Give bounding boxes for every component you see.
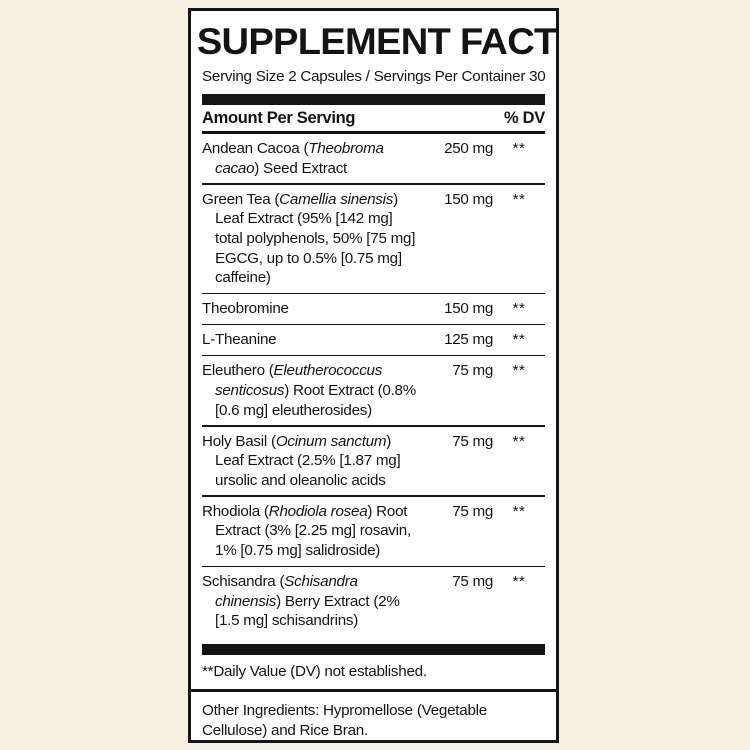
ingredient-amount: 250 mg <box>444 140 493 158</box>
amount-per-serving-label: Amount Per Serving <box>202 109 356 128</box>
ingredient-amount: 150 mg <box>444 300 493 318</box>
daily-value-footnote: **Daily Value (DV) not established. <box>202 662 427 680</box>
supplement-facts-panel: SUPPLEMENT FACTS Serving Size 2 Capsules… <box>188 8 559 743</box>
row-divider <box>202 565 545 567</box>
row-divider <box>202 354 545 357</box>
heavy-divider-bottom <box>202 643 545 655</box>
ingredient-row: Rhodiola (Rhodiola rosea) Root Extract (… <box>202 497 545 566</box>
ingredient-daily-value: ** <box>512 432 526 450</box>
ingredient-name: L-Theanine <box>202 331 277 349</box>
ingredient-row: Andean Cacoa (Theobroma cacao) Seed Extr… <box>202 134 545 183</box>
other-ingredients-text: Other Ingredients: Hypromellose (Vegetab… <box>202 701 487 739</box>
ingredient-daily-value: ** <box>512 502 526 520</box>
ingredient-amount: 75 mg <box>452 362 493 380</box>
row-divider <box>202 323 545 326</box>
ingredient-row: Eleuthero (Eleutherococcus senticosus) R… <box>202 356 545 425</box>
ingredient-row: Holy Basil (Ocinum sanctum) Leaf Extract… <box>202 427 545 496</box>
ingredient-name: Theobromine <box>202 300 289 318</box>
ingredient-row: Theobromine 150 mg ** <box>202 294 545 324</box>
ingredient-daily-value: ** <box>512 190 526 208</box>
amount-per-serving-header: Amount Per Serving % DV <box>202 105 545 131</box>
ingredient-name: Rhodiola (Rhodiola rosea) Root Extract (… <box>202 502 411 559</box>
row-divider <box>202 183 545 185</box>
ingredient-amount: 125 mg <box>444 331 493 349</box>
ingredient-amount: 150 mg <box>444 190 493 208</box>
ingredient-name: Green Tea (Camellia sinensis) Leaf Extra… <box>202 190 416 287</box>
ingredient-daily-value: ** <box>512 300 526 318</box>
ingredient-daily-value: ** <box>512 140 526 158</box>
row-divider <box>202 292 545 295</box>
ingredient-daily-value: ** <box>512 362 526 380</box>
ingredient-row: L-Theanine 125 mg ** <box>202 325 545 355</box>
serving-size-line: Serving Size 2 Capsules / Servings Per C… <box>202 68 546 85</box>
ingredient-list: Andean Cacoa (Theobroma cacao) Seed Extr… <box>202 134 545 636</box>
row-divider <box>202 495 545 497</box>
ingredient-row: Schisandra (Schisandra chinensis) Berry … <box>202 567 545 636</box>
ingredient-name: Eleuthero (Eleutherococcus senticosus) R… <box>202 362 416 419</box>
header-underline <box>202 131 545 135</box>
ingredient-amount: 75 mg <box>452 502 493 520</box>
percent-dv-label: % DV <box>504 109 545 128</box>
ingredient-row: Green Tea (Camellia sinensis) Leaf Extra… <box>202 185 545 293</box>
page-title: SUPPLEMENT FACTS <box>196 21 559 62</box>
other-ingredients-divider <box>191 688 556 692</box>
row-divider <box>202 425 545 427</box>
ingredient-name: Schisandra (Schisandra chinensis) Berry … <box>202 572 400 630</box>
ingredient-daily-value: ** <box>512 572 526 590</box>
ingredient-amount: 75 mg <box>452 572 493 590</box>
ingredient-daily-value: ** <box>512 331 526 349</box>
ingredient-amount: 75 mg <box>452 432 493 450</box>
ingredient-name: Andean Cacoa (Theobroma cacao) Seed Extr… <box>202 140 384 177</box>
ingredient-name: Holy Basil (Ocinum sanctum) Leaf Extract… <box>202 432 401 489</box>
heavy-divider-top <box>202 94 545 106</box>
